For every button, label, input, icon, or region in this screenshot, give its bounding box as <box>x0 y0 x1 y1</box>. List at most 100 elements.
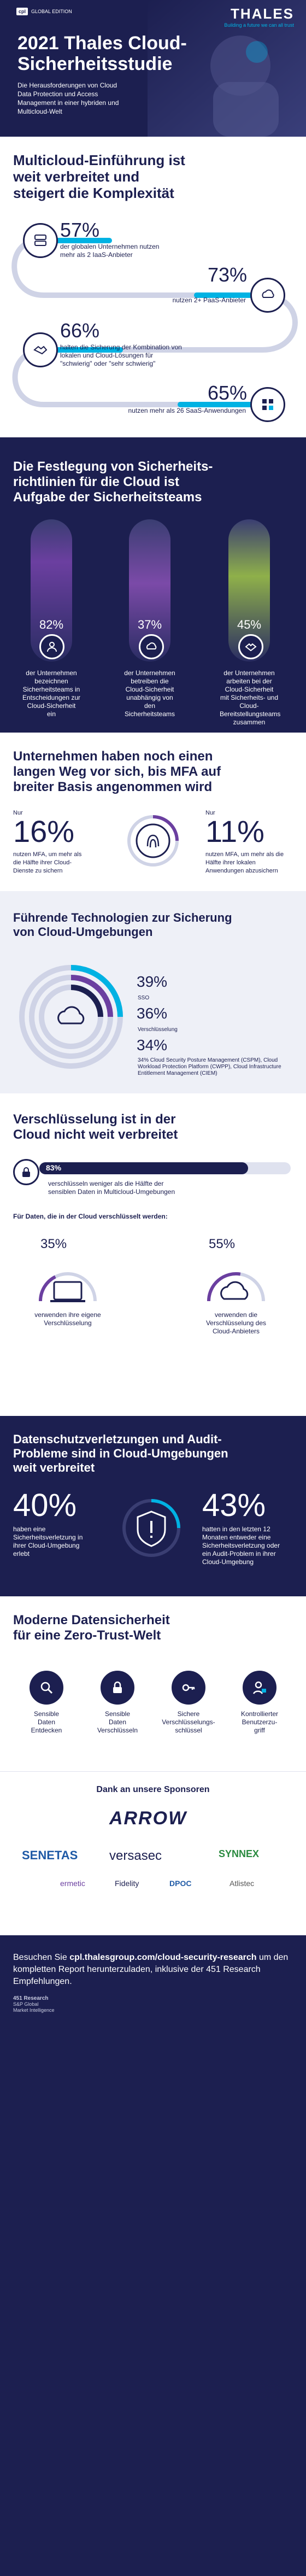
encryption-left-pct: 35% <box>40 1237 67 1251</box>
apps-icon <box>250 387 285 422</box>
breach-right-text: hatten in den letzten 12 Monaten entwede… <box>202 1525 280 1566</box>
intro-text: Die Herausforderungen von Cloud Data Pro… <box>17 81 119 115</box>
encryption-left-text: verwenden ihre eigene Verschlüsselung <box>34 1311 101 1327</box>
mfa-heading: Unternehmen haben noch einen langen Weg … <box>13 749 221 794</box>
stat-pct-3: 66% <box>60 319 100 342</box>
encryption-right-text: verwenden die Verschlüsselung des Cloud-… <box>205 1311 267 1335</box>
cloud-stack-icon <box>250 278 285 313</box>
pill-pct-1: 82% <box>39 618 64 631</box>
edition-label: GLOBAL EDITION <box>31 9 72 14</box>
mfa-left-prefix: Nur <box>13 810 23 816</box>
sponsors-section: Dank an unsere Sponsoren ARROW SENETAS v… <box>0 1771 306 1936</box>
stat-pct-2: 73% <box>208 264 248 286</box>
stat-text-4: nutzen mehr als 26 SaaS-Anwendungen <box>128 407 246 414</box>
search-lock-icon <box>30 1671 63 1705</box>
encryption-subheading: Für Daten, die in der Cloud verschlüssel… <box>13 1213 168 1220</box>
multicloud-heading: Multicloud-Einführung ist weit verbreite… <box>13 152 185 201</box>
sponsor-ermetic: ermetic <box>60 1879 85 1888</box>
header-section: cpl GLOBAL EDITION THALES Building a fut… <box>0 0 306 137</box>
encryption-main-pct: 83% <box>46 1163 62 1172</box>
sponsor-dpoc: DPOC <box>169 1879 192 1888</box>
stat-pct-1: 57% <box>60 219 100 241</box>
breach-left-pct: 40% <box>13 1488 77 1523</box>
tech-heading: Führende Technologien zur Sicherung von … <box>13 911 232 939</box>
encryption-heading: Verschlüsselung ist in der Cloud nicht w… <box>13 1112 178 1142</box>
encryption-bar-fill <box>39 1162 248 1174</box>
encryption-main-text: verschlüsseln weniger als die Hälfte der… <box>48 1180 175 1196</box>
tech-pct-1: 39% <box>137 973 168 990</box>
research-logo: 451 Research S&P Global Market Intellige… <box>13 1995 55 2013</box>
tech-rings <box>19 965 123 1069</box>
pill-text-2: der Unternehmen betreiben die Cloud-Sich… <box>124 669 175 718</box>
edition-badge: cpl GLOBAL EDITION <box>16 8 72 15</box>
pill-pct-3: 45% <box>237 618 262 631</box>
cloud-lock-icon <box>207 1272 265 1302</box>
breach-left-text: haben eine Sicherheitsverletzung in ihre… <box>13 1525 83 1558</box>
tech-section: Führende Technologien zur Sicherung von … <box>0 891 306 1093</box>
shield-alert-icon <box>122 1499 180 1557</box>
mfa-right-text: nutzen MFA, um mehr als die Hälfte ihrer… <box>205 851 284 874</box>
zerotrust-item-4: Kontrollierter Benutzerzu-griff <box>229 1671 290 1735</box>
encryption-section: Verschlüsselung ist in der Cloud nicht w… <box>0 1093 306 1416</box>
tech-text-1: SSO <box>138 995 150 1001</box>
mfa-right-prefix: Nur <box>205 810 215 816</box>
cpl-logo: cpl <box>16 8 28 15</box>
team-icon <box>39 634 64 659</box>
sponsor-arrow: ARROW <box>109 1808 187 1829</box>
tech-pct-3: 34% <box>137 1037 168 1053</box>
stat-pct-4: 65% <box>208 382 248 404</box>
brand-name: THALES <box>231 5 294 22</box>
fingerprint-icon <box>127 815 179 867</box>
sponsor-versasec: versasec <box>109 1848 162 1863</box>
handshake-icon <box>23 332 58 367</box>
zerotrust-item-1: Sensible Daten Entdecken <box>16 1671 76 1735</box>
pill-pct-2: 37% <box>137 618 162 631</box>
cloud-gear-icon <box>139 634 164 659</box>
policy-section: Die Festlegung von Sicherheits- richtlin… <box>0 437 306 733</box>
footer-section: Besuchen Sie cpl.thalesgroup.com/cloud-s… <box>0 1935 306 2576</box>
stat-text-2: nutzen 2+ PaaS-Anbieter <box>172 296 246 304</box>
zerotrust-heading: Moderne Datensicherheit für eine Zero-Tr… <box>13 1613 170 1643</box>
server-icon <box>23 223 58 258</box>
breach-right-pct: 43% <box>202 1488 266 1523</box>
sponsors-heading: Dank an unsere Sponsoren <box>96 1785 210 1794</box>
sponsor-atlistec: Atlistec <box>229 1879 255 1888</box>
handshake-icon <box>238 634 263 659</box>
zerotrust-item-2: Sensible Daten Verschlüsseln <box>87 1671 148 1735</box>
sponsor-fidelity: Fidelity <box>115 1879 139 1888</box>
brand-tagline: Building a future we can all trust <box>224 22 294 28</box>
breach-section: Datenschutzverletzungen und Audit- Probl… <box>0 1416 306 1596</box>
header-photo <box>148 0 306 137</box>
thales-logo: THALES Building a future we can all trus… <box>224 5 294 28</box>
mfa-section: Unternehmen haben noch einen langen Weg … <box>0 733 306 891</box>
zerotrust-section: Moderne Datensicherheit für eine Zero-Tr… <box>0 1596 306 1771</box>
footer-text: Besuchen Sie cpl.thalesgroup.com/cloud-s… <box>13 1953 289 1986</box>
multicloud-path <box>11 238 298 407</box>
mfa-right-pct: 11% <box>205 814 264 848</box>
key-icon <box>172 1671 205 1705</box>
mfa-left-pct: 16% <box>13 814 75 848</box>
laptop-lock-icon <box>38 1272 97 1302</box>
lock-icon <box>13 1159 39 1185</box>
zerotrust-row: Sensible Daten Entdecken Sensible Daten Vers… <box>11 1671 295 1753</box>
lock-icon <box>101 1671 134 1705</box>
sponsor-senetas: SENETAS <box>22 1848 78 1862</box>
tech-text-3: 34% Cloud Security Posture Management (C… <box>138 1057 281 1076</box>
user-lock-icon <box>243 1671 276 1705</box>
encryption-right-pct: 55% <box>209 1237 236 1251</box>
tech-pct-2: 36% <box>137 1005 168 1022</box>
policy-heading: Die Festlegung von Sicherheits- richtlin… <box>13 459 213 505</box>
report-link[interactable]: cpl.thalesgroup.com/cloud-security-resea… <box>69 1953 257 1962</box>
stat-text-1: der globalen Unternehmen nutzen mehr als… <box>60 243 160 259</box>
sponsor-synnex: SYNNEX <box>219 1848 260 1859</box>
pill-text-1: der Unternehmen bezeichnen Sicherheitste… <box>22 669 81 718</box>
pill-text-3: der Unternehmen arbeiten bei der Cloud-S… <box>220 669 281 726</box>
breach-heading: Datenschutzverletzungen und Audit- Probl… <box>13 1432 228 1474</box>
mfa-left-text: nutzen MFA, um mehr als die Hälfte ihrer… <box>13 851 82 874</box>
page-title: 2021 Thales Cloud- Sicherheitsstudie <box>17 33 187 74</box>
stat-text-3: halten die Sicherung der Kombination von… <box>60 343 182 367</box>
zerotrust-item-3: Sichere Verschlüsselungs-schlüssel <box>158 1671 219 1735</box>
tech-text-2: Verschlüsselung <box>138 1027 178 1033</box>
multicloud-section: Multicloud-Einführung ist weit verbreite… <box>0 137 306 437</box>
